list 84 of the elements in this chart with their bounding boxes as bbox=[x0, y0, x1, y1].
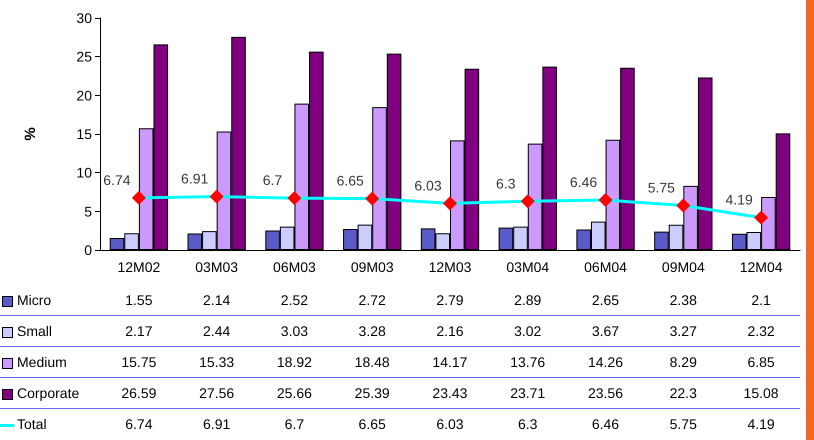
point bbox=[365, 192, 380, 206]
legend-label: Total bbox=[16, 415, 48, 434]
data-label: 18.48 bbox=[333, 346, 412, 378]
data-label: 25.66 bbox=[256, 378, 334, 408]
data-label: 6.03 bbox=[435, 415, 465, 434]
point bbox=[443, 196, 457, 210]
y-tick-label: 10 bbox=[76, 164, 92, 181]
data-label: 6.74 bbox=[124, 415, 154, 434]
y-tick-label: 15 bbox=[76, 126, 92, 142]
data-label: 2.32 bbox=[722, 316, 800, 346]
data-label: 23.43 bbox=[411, 378, 489, 408]
point bbox=[520, 194, 535, 208]
data-label: 6.65 bbox=[358, 415, 387, 434]
x-tick-label: 09M03 bbox=[350, 259, 394, 275]
legend-label: Medium bbox=[0, 346, 100, 378]
data-label: 15.08 bbox=[722, 378, 800, 408]
data-label: 13.76 bbox=[488, 346, 567, 378]
data-label: 18.92 bbox=[256, 346, 334, 378]
data-label: 4.19 bbox=[746, 415, 776, 434]
x-tick-label: 03M04 bbox=[506, 259, 550, 275]
legend-label: Micro bbox=[0, 285, 100, 316]
x-tick-label: 12M02 bbox=[117, 259, 161, 275]
data-label: 2.79 bbox=[411, 285, 489, 316]
data-label: 6.46 bbox=[590, 415, 620, 434]
data-label: 25.39 bbox=[333, 378, 412, 408]
data-label: 6.85 bbox=[722, 346, 800, 378]
annotation: 6.7 bbox=[262, 172, 282, 188]
data-label: 2.38 bbox=[644, 285, 722, 316]
data-label: 2.65 bbox=[566, 285, 644, 316]
y-tick-label: 0 bbox=[84, 242, 92, 258]
data-label: 2.1 bbox=[722, 285, 800, 316]
point bbox=[287, 191, 302, 206]
annotation: 4.19 bbox=[725, 192, 753, 208]
x-tick-label: 06M04 bbox=[584, 259, 628, 275]
data-label: 26.59 bbox=[100, 378, 178, 408]
x-tick-label: 12M04 bbox=[740, 259, 783, 275]
point bbox=[210, 190, 224, 204]
data-label: 15.33 bbox=[178, 346, 256, 378]
data-label: 23.56 bbox=[566, 378, 644, 408]
annotation: 6.03 bbox=[414, 177, 442, 194]
annotation: 6.91 bbox=[181, 170, 209, 187]
annotation: 6.3 bbox=[496, 175, 516, 192]
data-label: 22.3 bbox=[644, 378, 722, 408]
legend-label: Corporate bbox=[0, 378, 100, 408]
point bbox=[132, 190, 146, 205]
data-label: 2.52 bbox=[256, 285, 334, 316]
data-label: 23.71 bbox=[488, 378, 567, 408]
data-label: 8.29 bbox=[644, 346, 722, 378]
y-tick-label: 20 bbox=[76, 87, 92, 104]
legend-label: Small bbox=[0, 316, 100, 346]
data-label: 3.02 bbox=[488, 316, 567, 346]
annotation: 6.65 bbox=[336, 172, 364, 189]
data-label: 15.75 bbox=[100, 346, 178, 378]
y-tick-label: 25 bbox=[76, 48, 92, 65]
point bbox=[676, 198, 690, 213]
data-label: 2.16 bbox=[411, 316, 489, 346]
data-label: 2.44 bbox=[178, 316, 256, 346]
y-axis-title: % bbox=[22, 127, 39, 141]
data-label: 1.55 bbox=[100, 285, 178, 316]
data-label: 14.26 bbox=[566, 346, 644, 378]
annotation: 6.46 bbox=[570, 174, 598, 190]
y-tick-label: 30 bbox=[76, 10, 92, 26]
data-label: 5.75 bbox=[668, 415, 698, 434]
point bbox=[598, 193, 613, 208]
data-label: 14.17 bbox=[411, 346, 489, 378]
x-tick-label: 03M03 bbox=[195, 259, 238, 275]
data-label: 6.7 bbox=[284, 415, 306, 434]
data-label: 3.67 bbox=[566, 316, 644, 346]
annotation: 5.75 bbox=[648, 180, 676, 196]
data-label: 2.72 bbox=[333, 285, 412, 316]
annotation: 6.74 bbox=[103, 172, 131, 188]
y-tick-label: 5 bbox=[84, 203, 92, 220]
data-label: 2.14 bbox=[178, 285, 256, 316]
data-label: 3.03 bbox=[256, 316, 334, 346]
data-label: 6.3 bbox=[516, 415, 538, 434]
x-tick-label: 06M03 bbox=[273, 259, 316, 275]
data-label: 27.56 bbox=[178, 378, 256, 408]
data-label: 3.28 bbox=[333, 316, 412, 346]
data-label: 2.17 bbox=[100, 316, 178, 346]
x-tick-label: 12M03 bbox=[428, 259, 472, 275]
data-label: 6.91 bbox=[202, 415, 232, 434]
x-tick-label: 09M04 bbox=[662, 259, 705, 275]
data-label: 3.27 bbox=[644, 316, 722, 346]
data-label: 2.89 bbox=[488, 285, 567, 316]
